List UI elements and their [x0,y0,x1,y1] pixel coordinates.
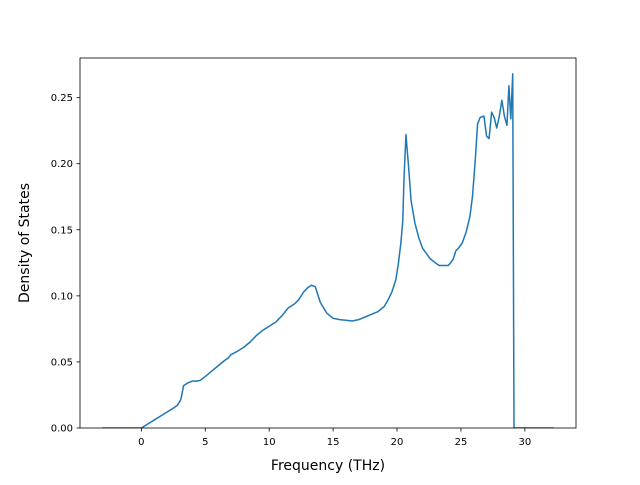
y-tick-label: 0.15 [51,225,73,236]
x-tick-label: 5 [202,437,208,448]
axes-frame [79,57,577,429]
y-tick-label: 0.05 [51,357,73,368]
x-tick-label: 10 [263,437,276,448]
y-tick-label: 0.20 [51,159,73,170]
dos-series-line [102,73,554,428]
y-tick-label: 0.10 [51,291,73,302]
y-axis: 0.00 0.05 0.10 0.15 0.20 0.25 [51,93,80,435]
y-tick-label: 0.00 [51,424,73,435]
y-axis-label: Density of States [17,183,33,303]
x-tick-label: 30 [518,437,531,448]
x-axis-label: Frequency (THz) [271,458,385,474]
x-axis: 0 5 10 15 20 25 30 [138,428,531,448]
x-tick-label: 15 [327,437,340,448]
y-tick-label: 0.25 [51,93,73,104]
x-tick-label: 0 [138,437,144,448]
plot-area [79,57,577,429]
x-tick-label: 20 [391,437,404,448]
x-tick-label: 25 [455,437,468,448]
